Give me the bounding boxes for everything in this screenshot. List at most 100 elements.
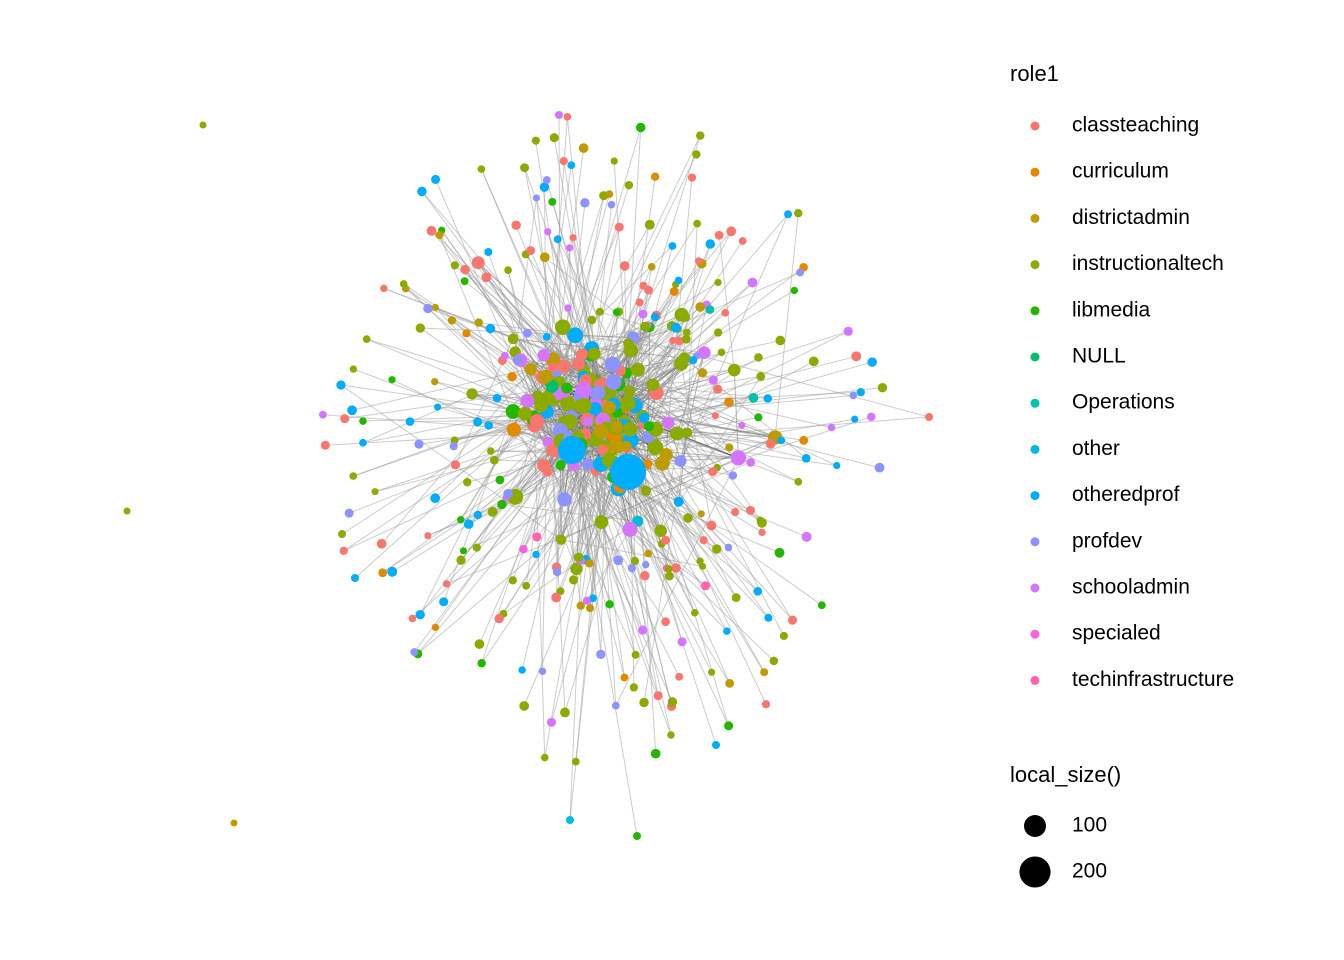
node [534, 398, 549, 413]
edge [634, 404, 734, 476]
edge [615, 457, 739, 706]
edge [478, 322, 606, 448]
node [671, 563, 681, 573]
node [646, 378, 660, 392]
node [546, 717, 557, 727]
node [457, 516, 465, 524]
node [746, 457, 756, 467]
edge [615, 428, 751, 463]
node [774, 547, 785, 558]
node [602, 400, 616, 414]
edge [572, 237, 593, 349]
node [512, 355, 523, 365]
legend-key [1030, 213, 1040, 223]
node [567, 161, 576, 170]
node [851, 415, 859, 423]
edge [620, 370, 730, 726]
node [611, 420, 624, 434]
node [670, 426, 684, 441]
node [653, 691, 663, 701]
node [487, 506, 498, 517]
node [697, 510, 705, 518]
node [695, 302, 706, 312]
node [687, 173, 697, 182]
node [450, 261, 459, 270]
node [638, 412, 650, 424]
node [573, 399, 586, 413]
node [779, 631, 788, 641]
node [520, 163, 530, 173]
node [714, 230, 724, 240]
node [849, 391, 858, 400]
node [760, 668, 769, 677]
node [664, 571, 674, 581]
legend-label: instructionaltech [1072, 252, 1224, 275]
edge [680, 214, 789, 462]
edge [569, 438, 638, 837]
node [717, 348, 726, 357]
node [344, 508, 354, 518]
node [588, 401, 602, 416]
node [670, 322, 681, 333]
node [500, 351, 509, 360]
node [435, 230, 444, 240]
node [699, 536, 708, 545]
node [674, 356, 689, 371]
node [693, 219, 701, 228]
node [640, 571, 650, 581]
node [867, 357, 877, 367]
node [714, 328, 723, 337]
node [583, 416, 594, 427]
node [347, 405, 357, 416]
node [730, 450, 747, 466]
node [540, 753, 549, 762]
node [624, 180, 634, 190]
legend-label: schooladmin [1072, 576, 1190, 599]
node [607, 200, 616, 209]
node [566, 816, 574, 824]
legend-label: 100 [1072, 814, 1107, 837]
node [673, 496, 684, 507]
node [724, 543, 733, 552]
node [635, 298, 644, 307]
legend-label: techinfrastructure [1072, 668, 1234, 691]
node [495, 475, 505, 485]
node [492, 393, 502, 403]
node [711, 412, 719, 420]
node [874, 462, 885, 473]
node [594, 515, 609, 529]
legend-label: profdev [1072, 529, 1143, 552]
edge [366, 338, 627, 447]
node [447, 316, 457, 325]
legend-key [1030, 167, 1040, 177]
edge [439, 234, 577, 570]
legend-title: role1 [1010, 61, 1059, 86]
node [473, 510, 482, 520]
node [620, 673, 629, 682]
node [320, 440, 330, 450]
node [631, 650, 640, 659]
node [589, 594, 597, 603]
edge [566, 116, 594, 383]
legend-label: curriculum [1072, 160, 1169, 183]
node [587, 315, 597, 325]
node [726, 226, 737, 237]
node [559, 156, 568, 166]
node [378, 568, 388, 578]
edge [601, 461, 751, 523]
node [430, 493, 441, 504]
node [442, 580, 451, 588]
node [708, 375, 718, 385]
edge [642, 316, 686, 417]
node [808, 356, 819, 367]
node [431, 303, 439, 311]
edge [680, 363, 712, 526]
legend-label: other [1072, 437, 1120, 460]
node [555, 319, 571, 335]
node [529, 413, 545, 429]
node [450, 460, 461, 470]
node [650, 312, 660, 322]
edge [514, 195, 605, 498]
node [866, 412, 876, 422]
legend-label: otheredprof [1072, 483, 1180, 506]
